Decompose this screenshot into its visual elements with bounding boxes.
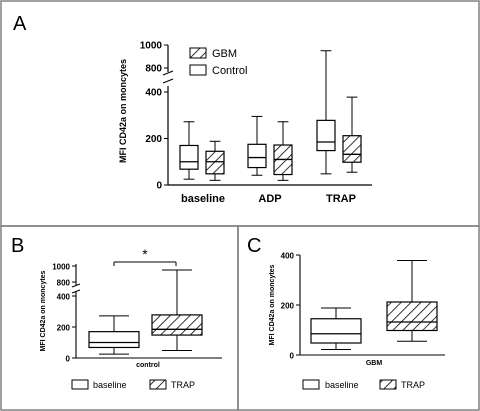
panel-b-break-mark-1: [71, 283, 81, 288]
panel-a-box: [247, 143, 267, 169]
panel-c-border: [237, 225, 480, 411]
panel-c-chart: MFI CD42a on moncytes 0 200 400 GBM baseli…: [269, 252, 445, 390]
panel-c-box: [310, 318, 362, 344]
panel-b-chart: MFI CD42a on moncytes 0 200 400 800 1000 * c…: [40, 246, 222, 390]
panel-b-significance-star: *: [142, 246, 148, 262]
panel-b-ytick-label: 200: [57, 324, 71, 333]
panel-a-ytick-label: 1000: [140, 41, 163, 52]
panel-a-break-mark-2: [162, 78, 174, 84]
panel-a-cat-baseline: baseline: [181, 193, 225, 205]
panel-c-legend-baseline-swatch: [302, 379, 320, 390]
panel-c-label: C: [247, 235, 261, 257]
panel-b-break-mark-2: [71, 289, 81, 294]
panel-a-legend-gbm: GBM: [212, 48, 237, 60]
panel-b-ylabel: MFI CD42a on moncytes: [40, 270, 47, 351]
panel-a-legend-gbm-swatch: [189, 47, 207, 59]
panel-b-ytick-label: 400: [57, 293, 71, 302]
panel-a-ytick-label: 200: [145, 134, 162, 145]
panel-a-label: A: [13, 13, 27, 35]
panel-a-ytick-label: 800: [145, 64, 162, 75]
panel-a-border: [0, 0, 480, 227]
panel-c-legend-trap-swatch: [379, 379, 397, 390]
panel-a-box: [316, 119, 336, 152]
panel-c-legend-baseline: baseline: [325, 380, 359, 390]
panel-c-ylabel: MFI CD42a on moncytes: [269, 264, 276, 345]
panel-c-box: [386, 301, 438, 332]
panel-b-legend-baseline: baseline: [93, 380, 127, 390]
panel-a-box: [205, 150, 225, 175]
panel-c-ytick-label: 400: [281, 252, 295, 261]
panel-a-box: [179, 144, 199, 170]
panel-b-legend-trap: TRAP: [171, 380, 195, 390]
panel-b-legend-trap-swatch: [149, 379, 167, 390]
panel-c-cat-gbm: GBM: [366, 360, 383, 367]
panel-b-box: [88, 331, 140, 349]
panel-b-label: B: [11, 235, 24, 257]
panel-b-ytick-label: 800: [57, 279, 71, 288]
panel-c-ytick-label: 0: [290, 352, 295, 361]
panel-a-cat-adp: ADP: [258, 193, 281, 205]
panel-b-legend-baseline-swatch: [71, 379, 89, 390]
panel-a-chart: MFI CD42a on moncytes 0 200 400 800 1000 bas…: [118, 41, 372, 205]
panel-a-legend-control: Control: [212, 65, 247, 77]
panel-a-ytick-label: 400: [145, 88, 162, 99]
panel-a-break-mark-1: [162, 70, 174, 76]
panel-a-legend-control-swatch: [189, 64, 207, 76]
panel-b-cat-control: control: [136, 362, 160, 369]
panel-c-ytick-label: 200: [281, 302, 295, 311]
panel-a-ylabel: MFI CD42a on moncytes: [118, 59, 128, 163]
panel-a-cat-trap: TRAP: [326, 193, 356, 205]
panel-b-box: [151, 314, 203, 336]
panel-a-ytick-label: 0: [156, 181, 162, 192]
panel-a-box: [342, 135, 362, 163]
panel-b-ytick-label: 0: [66, 355, 71, 364]
panel-b-ytick-label: 1000: [52, 263, 70, 272]
panel-c-legend-trap: TRAP: [401, 380, 425, 390]
